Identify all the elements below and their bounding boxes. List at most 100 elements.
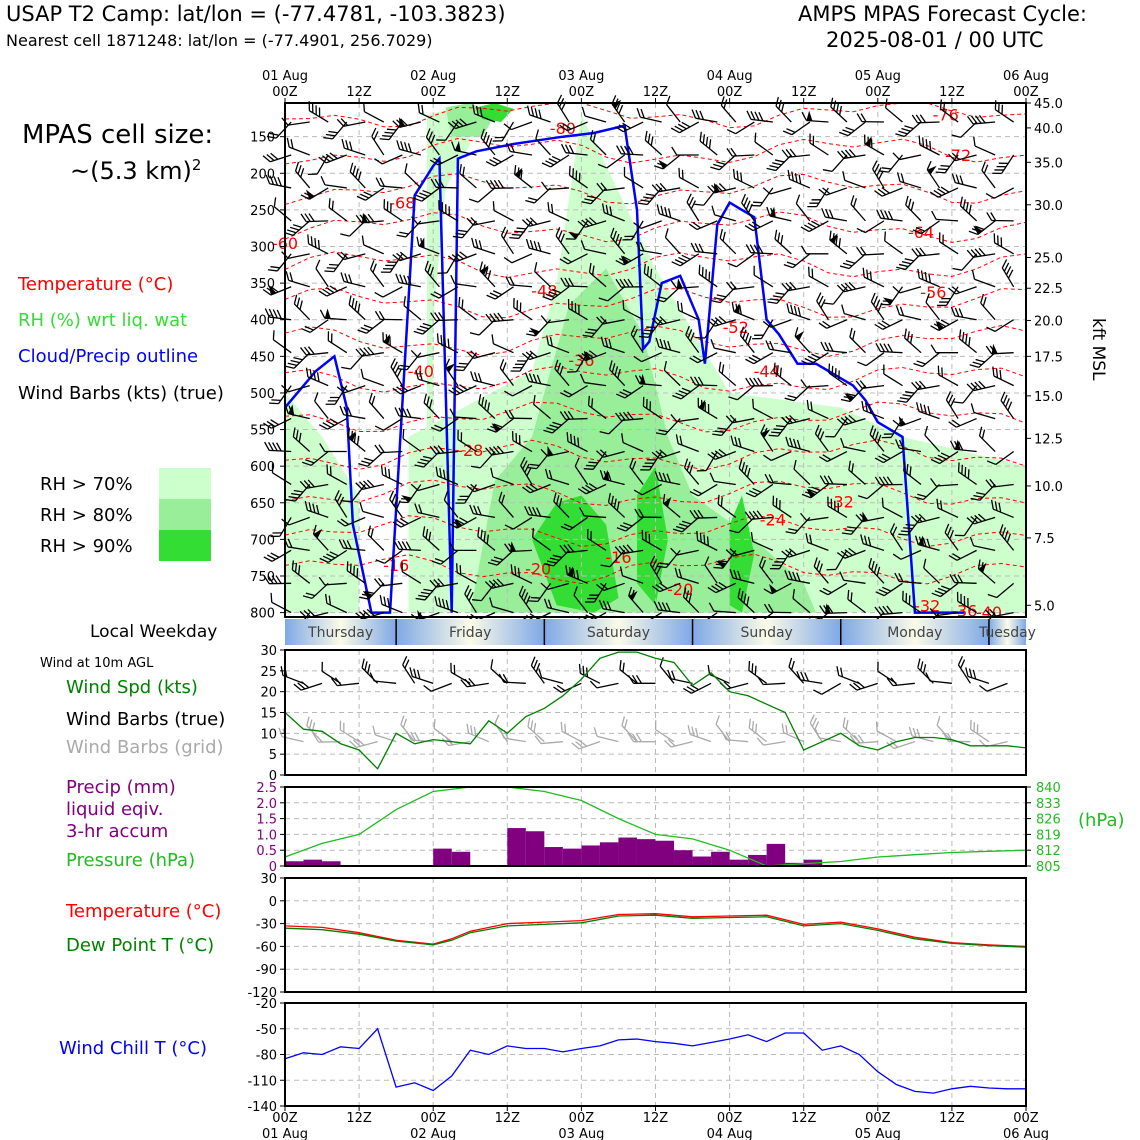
cs-barb-538-feather-0: [874, 457, 884, 464]
cs-barb-547: [905, 195, 922, 222]
cs-barb-15: [270, 592, 292, 614]
cs-barb-326-feather-1: [641, 332, 651, 335]
cs-barb-318-staff: [622, 575, 644, 584]
wind-true-barb-21: [659, 657, 675, 684]
cs-barb-569: [915, 402, 940, 420]
cs-barb-249-feather-3: [552, 421, 562, 426]
cs-barb-11: [271, 463, 292, 486]
cs-barb-82-feather-2: [363, 191, 373, 197]
cs-barb-491-feather-1: [823, 475, 830, 485]
cs-barb-295-feather-0: [600, 336, 605, 347]
wind-grid-barb-8: [406, 731, 434, 743]
cs-barb-53-feather-0: [318, 290, 328, 297]
cs-barb-332: [634, 508, 662, 519]
cs-barb-124-feather-0: [392, 521, 402, 528]
cs-barb-637: [999, 524, 1015, 551]
cs-barb-131-feather-0: [411, 216, 419, 225]
cs-barb-410-feather-0: [730, 435, 735, 445]
wind-ytick-label-6: 30: [260, 644, 277, 659]
cs-barb-245-feather-2: [548, 291, 559, 296]
cs-barb-223-feather-0: [518, 585, 524, 595]
cs-barb-420: [745, 244, 773, 255]
cs-barb-222-feather-1: [514, 565, 517, 576]
cs-barb-306-feather-0: [623, 166, 626, 177]
top-hour-label-10: 00Z: [1013, 85, 1039, 100]
cs-barb-451: [795, 194, 811, 222]
cs-barb-83-feather-3: [367, 213, 375, 223]
cs-barb-616-feather-3: [978, 380, 986, 389]
cs-barb-138-feather-0: [414, 464, 424, 468]
cs-barb-496-feather-0: [839, 131, 849, 137]
cs-barb-610: [981, 161, 996, 189]
cs-barb-38-feather-1: [304, 325, 314, 331]
cs-barb-585-feather-2: [950, 397, 956, 407]
cs-barb-206-feather-1: [488, 580, 497, 588]
cs-barb-430-feather-0: [758, 556, 764, 566]
wind-true-barb-32-feather-2: [856, 681, 865, 689]
cs-barb-291: [601, 203, 625, 222]
cs-barb-59-feather-0: [326, 464, 329, 474]
cs-barb-475-feather-2: [808, 488, 818, 494]
cs-barb-240-feather-0: [556, 94, 563, 104]
cs-barb-23-feather-3: [293, 356, 303, 361]
cs-barb-551-feather-1: [907, 331, 910, 341]
cs-barb-13-feather-0: [263, 556, 273, 562]
cs-barb-237: [532, 527, 551, 551]
cs-barb-158-feather-1: [433, 578, 441, 587]
legend-temperature: Temperature (°C): [18, 274, 174, 295]
cs-barb-468-feather-0: [800, 245, 807, 255]
cs-barb-231: [521, 350, 551, 361]
cs-barb-466: [807, 187, 829, 208]
cs-ytick-label-7: 500: [250, 387, 275, 402]
cs-barb-167-feather-1: [456, 365, 466, 368]
cs-barb-540: [881, 497, 903, 518]
cs-ytick-label-5: 400: [250, 314, 275, 329]
cs-barb-146-feather-0: [430, 178, 437, 188]
cs-barb-258-feather-0: [568, 165, 571, 176]
cs-barb-416-feather-2: [754, 111, 760, 121]
cs-barb-185-feather-2: [484, 399, 488, 410]
cs-barb-278-feather-2: [587, 328, 598, 332]
cs-barb-451-staff: [795, 203, 811, 222]
cloud-outline: [284, 124, 965, 614]
cs-barb-215-feather-0: [510, 370, 521, 372]
cs-barb-52-feather-2: [329, 263, 339, 266]
cs-barb-300-feather-1: [610, 495, 614, 506]
cs-barb-502-feather-0: [841, 304, 845, 314]
cs-barb-586-feather-2: [937, 454, 947, 460]
cs-barb-333: [641, 529, 662, 551]
cs-barb-617-staff: [973, 411, 996, 420]
cs-barb-201-pennant: [491, 423, 501, 433]
cs-barb-176: [472, 104, 496, 123]
cs-barb-216-staff: [512, 385, 533, 397]
cs-barb-89-feather-1: [371, 395, 376, 406]
cs-barb-18-feather-2: [300, 168, 305, 178]
cs-barb-474-feather-0: [814, 424, 820, 434]
cs-barb-421-staff: [753, 274, 774, 288]
cs-barb-515-feather-0: [856, 227, 866, 234]
cs-barb-567: [913, 352, 940, 368]
cs-barb-442-feather-0: [763, 454, 772, 462]
wind-true-barb-14: [530, 656, 545, 684]
cs-barb-11-feather-0: [271, 463, 274, 473]
cs-barb-507: [848, 460, 866, 485]
isotherm-9: [284, 439, 1027, 471]
cs-barb-506: [840, 437, 866, 453]
cs-barb-502-staff: [844, 313, 866, 321]
cs-barb-297-feather-0: [599, 430, 609, 435]
cs-barb-572-feather-0: [910, 515, 919, 524]
cs-barb-468: [800, 245, 829, 255]
cs-barb-437-feather-1: [770, 298, 780, 302]
cs-barb-565-feather-1: [920, 270, 924, 280]
cs-barb-486: [818, 319, 848, 329]
cs-barb-148: [437, 253, 459, 274]
cs-ytick-label-9: 600: [250, 460, 275, 475]
cs-barb-268-feather-1: [563, 523, 574, 529]
cs-barb-432: [775, 96, 792, 123]
cs-barb-386-feather-2: [715, 183, 723, 192]
cs-barb-270-pennant: [567, 566, 574, 578]
cs-barb-610-feather-1: [983, 164, 989, 174]
wind-grid-barb-19: [621, 716, 638, 743]
cs-barb-625-feather-0: [992, 172, 1002, 175]
cs-barb-310: [622, 299, 644, 321]
